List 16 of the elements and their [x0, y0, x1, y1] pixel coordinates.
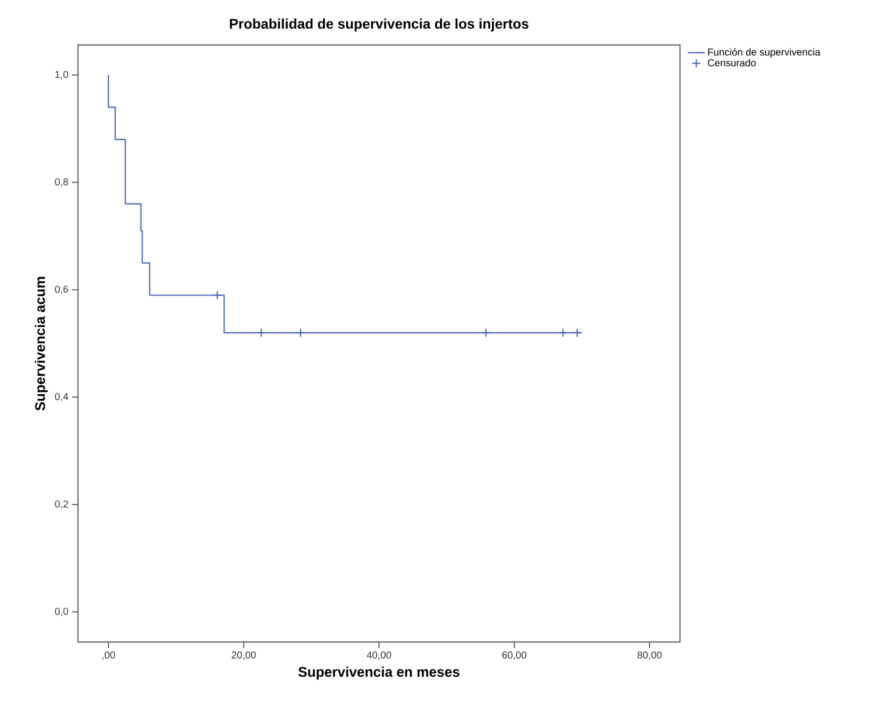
legend-label: Función de supervivencia [708, 48, 820, 58]
y-tick-label: 0,6 [55, 286, 68, 294]
y-tick-label: 0,4 [55, 393, 68, 402]
chart-title: Probabilidad de supervivencia de los injertos [230, 18, 528, 32]
y-tick-label: 0,8 [55, 178, 68, 187]
x-tick-label: 20,00 [232, 652, 256, 660]
x-tick-label: 60,00 [502, 652, 526, 660]
y-axis-title: Supervivencia acum [34, 276, 48, 411]
y-tick-label: 0,2 [55, 500, 68, 509]
x-tick-label: ,00 [102, 652, 115, 660]
y-tick-label: 1,0 [55, 70, 68, 80]
x-tick-label: 40,00 [366, 652, 392, 660]
y-tick-label: 0,0 [55, 608, 68, 616]
x-axis-title: Supervivencia en meses [298, 666, 460, 680]
x-tick-label: 80,00 [638, 652, 662, 660]
legend-label: Censurado [708, 59, 756, 66]
